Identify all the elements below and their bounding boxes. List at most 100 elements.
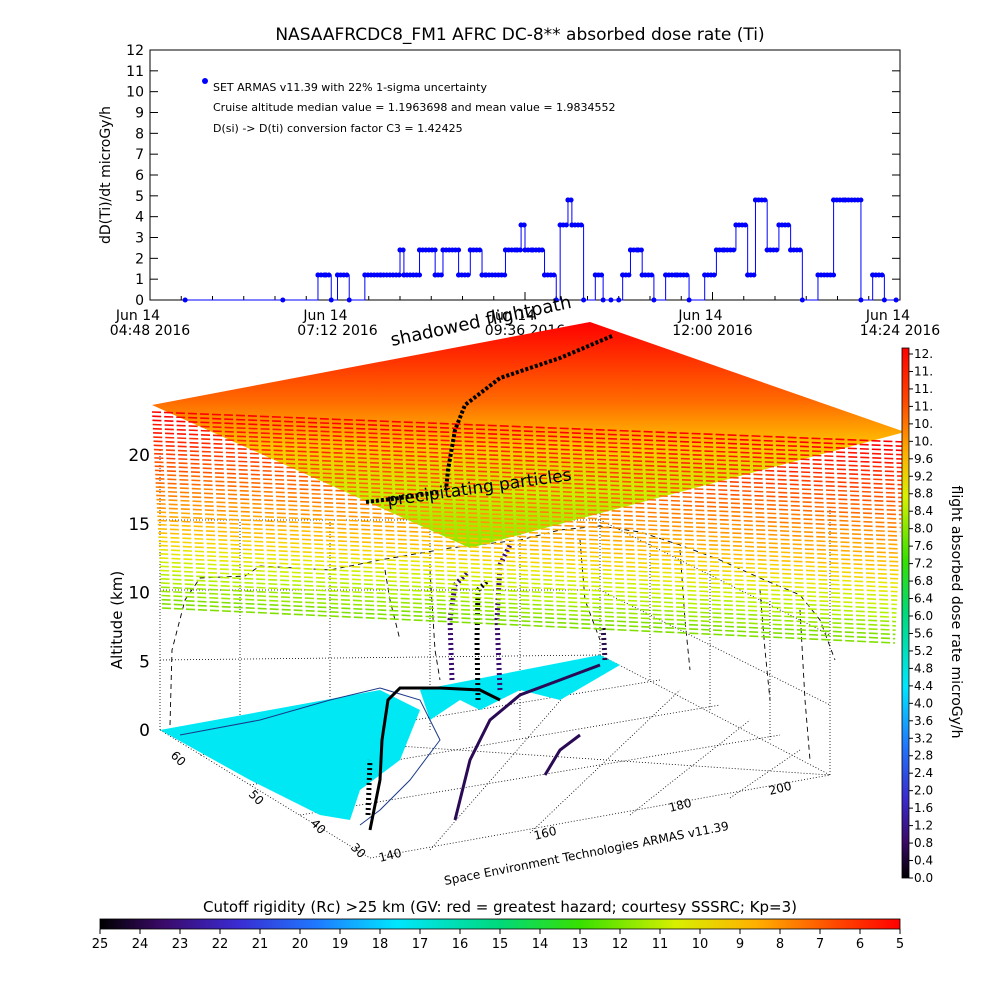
data-point: [764, 247, 770, 253]
slab-stripe: [160, 578, 897, 614]
rigidity-colorbar-ticks: 25 24 23 22 21 20 19 18 17 16 15 14 13 12 11 10 9 8 7 6 5: [92, 929, 904, 952]
rigidity-tick-label: 12: [612, 937, 629, 952]
x-tick-label-line1: Jun 14: [302, 308, 347, 324]
data-point: [870, 272, 876, 278]
slab-stripe: [155, 473, 902, 507]
flightpath-shadowed: [365, 334, 613, 504]
data-point: [581, 297, 587, 303]
colorbar-tick-label: 3.6: [914, 714, 933, 728]
slab-stripe: [158, 532, 899, 567]
colorbar-tick-label: 7.6: [914, 539, 933, 553]
slab-stripe: [154, 461, 903, 495]
colorbar-tick-label: 0.8: [914, 836, 933, 850]
flightpath-ground-track: [368, 663, 601, 831]
dose-colorbar: 0.0 0.4 0.8 1.2 1.6 2.0 2.4 2.8 3.2 3.6 4.0 4.4 4.8 5…: [901, 347, 964, 885]
dose-colorbar-label: flight absorbed dose rate microGy/h: [948, 486, 964, 739]
rigidity-tick-label: 16: [452, 937, 469, 952]
data-point: [600, 297, 606, 303]
data-point: [335, 272, 340, 278]
data-point: [396, 272, 402, 278]
data-point: [616, 297, 622, 303]
slab-striations: [151, 411, 906, 644]
y-tick-label: 6: [135, 168, 144, 184]
dose-colorbar-ticks: 0.0 0.4 0.8 1.2 1.6 2.0 2.4 2.8 3.2 3.6 4.0 4.4 4.8 5…: [909, 347, 933, 885]
data-point: [831, 197, 837, 203]
y-tick-label: 8: [135, 126, 144, 142]
data-point: [797, 247, 803, 253]
data-point: [467, 247, 473, 253]
data-point: [733, 222, 739, 228]
slab-stripe: [155, 486, 902, 520]
data-point: [731, 247, 737, 253]
x-tick-label-line1: Jun 14: [677, 308, 722, 324]
colorbar-tick-label: 4.0: [914, 696, 933, 710]
data-point: [557, 222, 563, 228]
slab-stripe: [153, 432, 904, 465]
y-tick-label: 2: [135, 251, 144, 267]
rigidity-tick-label: 23: [172, 937, 189, 952]
z-tick-label: 20: [128, 446, 150, 466]
rigidity-tick-label: 10: [692, 937, 709, 952]
colorbar-tick-label: 2.0: [914, 784, 933, 798]
y-tick-label: 10: [126, 85, 144, 101]
data-point: [401, 272, 407, 278]
colorbar-tick-label: 10.: [914, 434, 933, 448]
data-point: [477, 247, 483, 253]
data-point: [831, 272, 837, 278]
slab-stripe: [156, 494, 901, 529]
data-point: [522, 247, 528, 253]
lon-tick-label: 200: [767, 779, 793, 798]
data-point: [377, 272, 383, 278]
slab-stripe: [152, 427, 905, 460]
y-tick-label: 4: [135, 210, 144, 226]
data-point: [608, 297, 614, 303]
map-land-east: [420, 655, 620, 720]
rigidity-tick-label: 8: [776, 937, 784, 952]
y-tick-label: 9: [135, 106, 144, 122]
data-point: [627, 247, 633, 253]
slab-stripe: [157, 527, 900, 563]
dose-colorbar-gradient: [901, 347, 910, 879]
colorbar-tick-label: 10.: [914, 417, 933, 431]
data-point: [542, 272, 548, 278]
rigidity-colorbar-label: Cutoff rigidity (Rc) >25 km (GV: red = g…: [203, 898, 797, 916]
data-point: [745, 272, 751, 278]
data-point: [711, 272, 717, 278]
slab-stripe: [159, 557, 898, 593]
data-point: [530, 247, 536, 253]
slab-stripe: [156, 490, 901, 525]
data-point: [362, 272, 368, 278]
slab-stripe: [153, 436, 904, 469]
data-point: [456, 247, 462, 253]
slab-stripe: [152, 419, 905, 452]
data-point: [280, 297, 286, 303]
data-point: [686, 297, 692, 303]
slab-stripe: [154, 469, 903, 503]
x-tick-label-line2: 14:24 2016: [860, 323, 941, 339]
data-point: [762, 197, 768, 203]
x-tick-label-line1: Jun 14: [865, 308, 910, 324]
data-point: [438, 272, 444, 278]
data-point: [182, 297, 188, 303]
lat-tick-label: 50: [246, 787, 267, 808]
slab-stripe: [158, 536, 899, 572]
slab-stripe: [158, 540, 899, 576]
data-point: [483, 272, 489, 278]
data-point: [569, 222, 575, 228]
slab-stripe: [156, 502, 901, 537]
map-coastline: [179, 687, 441, 826]
data-point: [323, 272, 329, 278]
data-point: [565, 197, 571, 203]
data-point: [721, 247, 727, 253]
data-point: [742, 222, 748, 228]
slab-stripe: [152, 423, 905, 456]
z-tick-label: 15: [128, 515, 150, 535]
slab-stripe: [160, 573, 897, 610]
data-point: [651, 297, 657, 303]
map-land-west: [160, 690, 420, 820]
slab-stripe: [157, 515, 900, 550]
data-point: [514, 247, 520, 253]
rigidity-tick-label: 9: [736, 937, 744, 952]
